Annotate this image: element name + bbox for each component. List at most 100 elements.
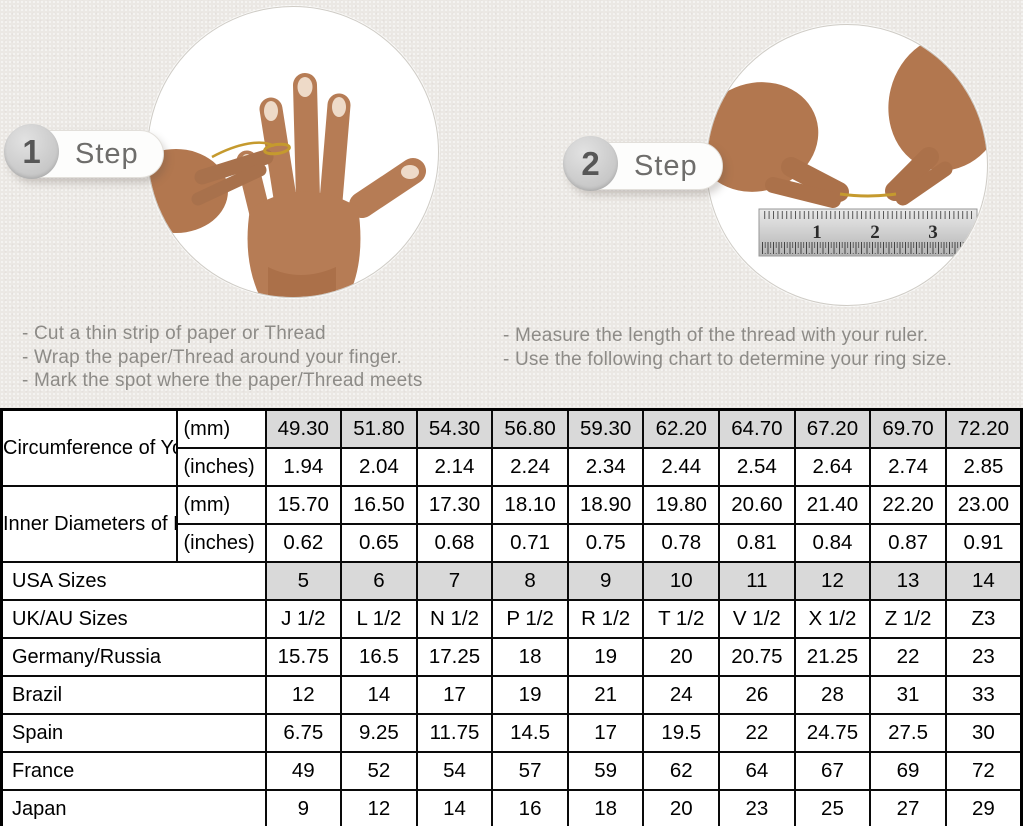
table-row: (inches) 1.94 2.04 2.14 2.24 2.34 2.44 2…	[2, 447, 1023, 487]
table-cell: Z3	[944, 599, 1023, 639]
table-cell: 17	[415, 675, 494, 715]
ring-size-table-wrap: Circumference of Your Finger (mm) 49.30 …	[0, 408, 1023, 826]
table-cell: 67.20	[793, 408, 872, 449]
table-cell: 9	[264, 789, 343, 826]
table-cell: 24.75	[793, 713, 872, 753]
table-cell: 27.5	[869, 713, 947, 753]
table-cell: 21	[566, 675, 645, 715]
row-label: Germany/Russia	[0, 637, 267, 677]
table-cell: 2.74	[869, 447, 947, 487]
table-cell: 67	[793, 751, 872, 791]
table-cell: 20.60	[718, 485, 796, 525]
table-cell: 0.62	[264, 523, 343, 563]
table-cell: 54.30	[415, 408, 494, 449]
instruction-line: - Measure the length of the thread with …	[503, 325, 929, 346]
hands-measuring-ruler-illustration: 1 2 3	[707, 35, 987, 257]
ruler-number: 1	[812, 222, 822, 243]
table-cell: 2.44	[642, 447, 721, 487]
table-cell: 19	[491, 675, 569, 715]
table-cell: 27	[869, 789, 947, 826]
table-cell: 59	[566, 751, 645, 791]
table-cell: P 1/2	[491, 599, 569, 639]
table-cell: 72	[944, 751, 1023, 791]
table-cell: 0.81	[718, 523, 796, 563]
table-cell: 6.75	[264, 713, 343, 753]
table-cell: 0.75	[566, 523, 645, 563]
table-cell: T 1/2	[642, 599, 721, 639]
table-cell: 15.75	[264, 637, 343, 677]
unit-label: (mm)	[175, 485, 267, 525]
table-cell: 2.34	[566, 447, 645, 487]
table-row: Germany/Russia 15.75 16.5 17.25 18 19 20…	[0, 637, 1023, 677]
instruction-line: - Mark the spot where the paper/Thread m…	[22, 370, 423, 391]
table-cell: 57	[491, 751, 569, 791]
table-cell: 22	[869, 637, 947, 677]
table-cell: 26	[718, 675, 796, 715]
table-cell: 21.25	[793, 637, 872, 677]
table-cell: 64	[718, 751, 796, 791]
table-cell: 0.91	[944, 523, 1023, 563]
table-cell: 10	[642, 561, 721, 601]
table-cell: 5	[264, 561, 343, 601]
table-cell: 2.54	[718, 447, 796, 487]
table-cell: 6	[340, 561, 418, 601]
ruler-number: 3	[928, 222, 938, 243]
table-cell: 11.75	[415, 713, 494, 753]
step2-badge: 2 Step	[563, 136, 723, 191]
step2-photo: 1 2 3	[706, 24, 988, 306]
table-cell: 30	[944, 713, 1023, 753]
table-cell: 54	[415, 751, 494, 791]
table-row: Spain 6.75 9.25 11.75 14.5 17 19.5 22 24…	[0, 713, 1023, 753]
table-cell: 23.00	[944, 485, 1023, 525]
table-cell: 18.10	[491, 485, 569, 525]
table-cell: 2.85	[944, 447, 1023, 487]
table-cell: 59.30	[566, 408, 645, 449]
instruction-line: - Use the following chart to determine y…	[503, 348, 953, 370]
instruction-line: - Wrap the paper/Thread around your fing…	[22, 346, 403, 368]
row-label: UK/AU Sizes	[0, 599, 267, 639]
step1-photo	[147, 6, 439, 298]
table-cell: 2.14	[415, 447, 494, 487]
unit-label: (inches)	[175, 447, 267, 487]
table-cell: J 1/2	[264, 599, 343, 639]
table-cell: 19.5	[642, 713, 721, 753]
table-cell: 52	[340, 751, 418, 791]
table-cell: 14	[340, 675, 418, 715]
table-row: Inner Diameters of Rings (mm) 15.70 16.5…	[0, 485, 1023, 563]
table-cell: 33	[944, 675, 1023, 715]
row-label: France	[0, 751, 267, 791]
table-cell: 49	[264, 751, 343, 791]
table-cell: 28	[793, 675, 872, 715]
table-cell: 15.70	[264, 485, 343, 525]
table-row: (inches) 0.62 0.65 0.68 0.71 0.75 0.78 0…	[2, 523, 1023, 563]
table-cell: 51.80	[340, 408, 418, 449]
table-cell: 62.20	[642, 408, 721, 449]
table-row: Circumference of Your Finger (mm) 49.30 …	[0, 408, 1023, 487]
table-cell: 1.94	[264, 447, 343, 487]
row-label: Japan	[0, 789, 267, 826]
table-cell: 22.20	[869, 485, 947, 525]
instruction-line: - Cut a thin strip of paper or Thread	[22, 323, 326, 344]
table-cell: 16.5	[340, 637, 418, 677]
table-cell: 23	[944, 637, 1023, 677]
table-cell: 14.5	[491, 713, 569, 753]
table-cell: 69.70	[869, 408, 947, 449]
table-cell: 12	[793, 561, 872, 601]
step2-label: Step	[634, 149, 698, 182]
table-row: Brazil 12 14 17 19 21 24 26 28 31 33	[0, 675, 1023, 715]
table-cell: 20	[642, 789, 721, 826]
table-cell: 31	[869, 675, 947, 715]
table-cell: 18	[566, 789, 645, 826]
table-row: Japan 9 12 14 16 18 20 23 25 27 29	[0, 789, 1023, 826]
table-cell: 14	[944, 561, 1023, 601]
step2-instructions: - Measure the length of the thread with …	[503, 324, 1018, 371]
table-cell: Z 1/2	[869, 599, 947, 639]
table-cell: 17.25	[415, 637, 494, 677]
table-cell: 9.25	[340, 713, 418, 753]
table-cell: 16	[491, 789, 569, 826]
table-cell: 0.78	[642, 523, 721, 563]
table-row: UK/AU Sizes J 1/2 L 1/2 N 1/2 P 1/2 R 1/…	[0, 599, 1023, 639]
table-row: USA Sizes 5 6 7 8 9 10 11 12 13 14	[0, 561, 1023, 601]
table-row: France 49 52 54 57 59 62 64 67 69 72	[0, 751, 1023, 791]
